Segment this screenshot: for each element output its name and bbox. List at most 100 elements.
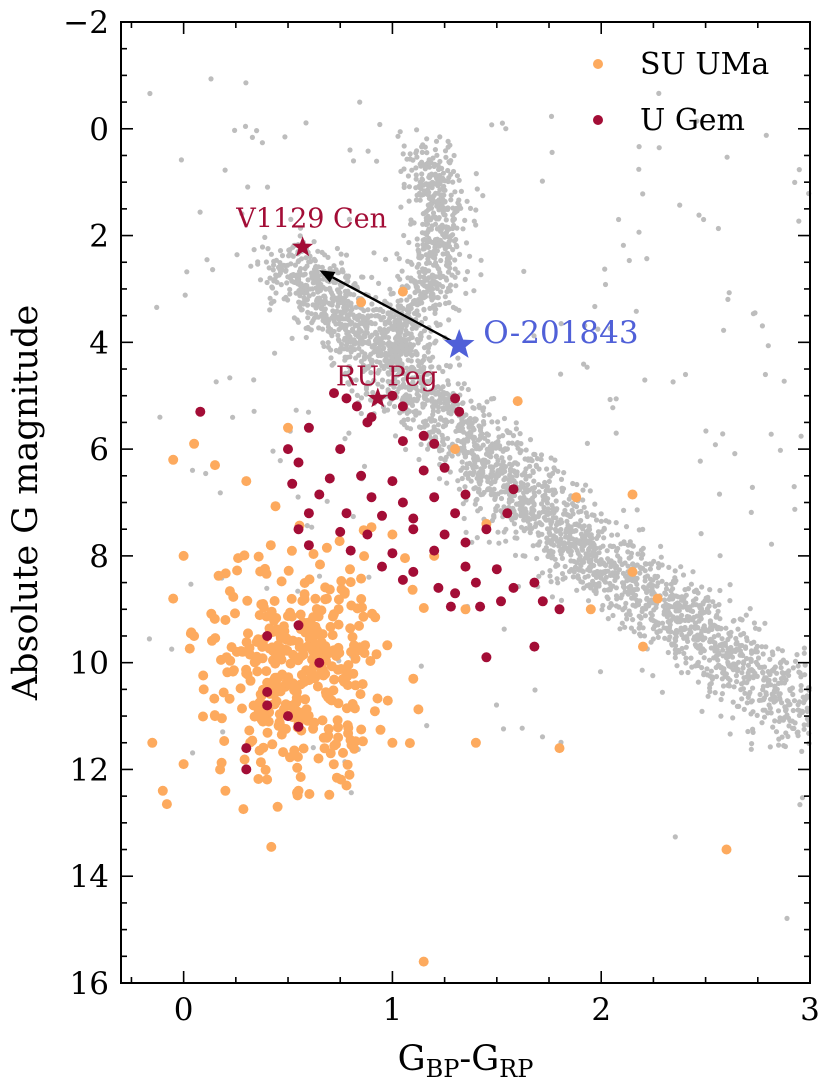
su-uma-point xyxy=(186,627,197,638)
u-gem-point xyxy=(293,721,304,732)
field-star-point xyxy=(680,572,687,578)
field-star-point xyxy=(507,472,513,478)
field-star-point xyxy=(432,310,438,316)
su-uma-point xyxy=(345,577,356,588)
field-star-point xyxy=(754,649,760,655)
u-gem-point xyxy=(195,406,206,417)
field-star-point xyxy=(433,338,439,344)
field-star-point xyxy=(515,445,521,451)
field-star-point xyxy=(421,283,427,289)
field-star-point xyxy=(513,420,519,426)
su-uma-point xyxy=(369,706,380,717)
field-star-point xyxy=(469,539,475,545)
field-star-point xyxy=(727,651,733,657)
field-star-point xyxy=(737,643,743,649)
field-star-point xyxy=(424,276,430,282)
field-star-point xyxy=(452,189,458,195)
field-star-point xyxy=(581,361,587,367)
field-star-point xyxy=(588,583,595,589)
field-star-point xyxy=(342,370,349,376)
field-star-point xyxy=(590,578,596,584)
su-uma-point xyxy=(308,549,319,559)
field-star-point xyxy=(548,455,554,461)
field-star-point xyxy=(455,381,461,387)
field-star-point xyxy=(419,159,425,165)
field-star-point xyxy=(533,463,540,470)
field-star-point xyxy=(759,664,765,670)
field-star-point xyxy=(748,640,755,646)
field-star-point xyxy=(447,364,453,370)
field-star-point xyxy=(442,457,448,463)
su-uma-point xyxy=(292,762,303,773)
field-star-point xyxy=(766,702,772,708)
su-uma-point xyxy=(333,642,344,653)
field-star-point xyxy=(435,265,441,272)
y-tick-label: 0 xyxy=(89,112,109,148)
su-uma-point xyxy=(336,774,346,785)
field-star-point xyxy=(433,138,440,144)
field-star-point xyxy=(417,197,423,203)
field-star-point xyxy=(607,396,613,403)
field-star-point xyxy=(587,533,593,539)
field-star-point xyxy=(450,179,456,185)
y-tick-label: 8 xyxy=(89,539,109,575)
su-uma-point xyxy=(220,568,231,579)
field-star-point xyxy=(450,247,456,253)
field-star-point xyxy=(464,198,470,204)
field-star-point xyxy=(718,665,724,671)
field-star-point xyxy=(341,337,347,343)
field-star-point xyxy=(724,154,730,160)
field-star-point xyxy=(435,295,441,301)
field-star-point xyxy=(525,515,531,521)
field-star-point xyxy=(567,533,573,539)
field-star-point xyxy=(644,595,650,602)
field-star-point xyxy=(748,711,754,717)
su-uma-point xyxy=(270,658,281,669)
u-gem-point xyxy=(329,388,339,399)
field-star-point xyxy=(269,284,275,290)
field-star-point xyxy=(330,308,336,314)
field-star-point xyxy=(649,612,655,618)
u-gem-point xyxy=(439,462,450,473)
field-star-point xyxy=(695,679,702,685)
su-uma-point xyxy=(266,841,277,852)
field-star-point xyxy=(477,436,483,442)
field-star-point xyxy=(804,695,810,701)
u-gem-point xyxy=(429,545,440,556)
field-star-point xyxy=(440,435,446,442)
field-star-point xyxy=(493,462,499,468)
field-star-point xyxy=(782,743,789,750)
field-star-point xyxy=(763,690,769,696)
field-star-point xyxy=(689,664,695,670)
field-star-point xyxy=(553,515,559,521)
field-star-point xyxy=(521,268,527,274)
field-star-point xyxy=(610,570,616,576)
su-uma-point xyxy=(272,650,282,661)
field-star-point xyxy=(356,345,362,351)
field-star-point xyxy=(699,584,705,590)
su-uma-point xyxy=(292,706,303,717)
su-uma-point xyxy=(261,568,272,579)
u-gem-point xyxy=(408,566,419,577)
su-uma-point xyxy=(333,594,344,605)
field-star-point xyxy=(530,469,536,475)
field-star-point xyxy=(718,713,724,719)
field-star-point xyxy=(352,322,358,328)
field-star-point xyxy=(802,672,808,678)
field-star-point xyxy=(376,313,382,319)
field-star-point xyxy=(376,367,382,373)
su-uma-point xyxy=(329,674,340,685)
field-star-point xyxy=(315,288,321,294)
field-star-point xyxy=(348,308,354,314)
su-uma-point xyxy=(254,745,265,756)
field-star-point xyxy=(710,599,716,605)
field-star-point xyxy=(498,466,504,472)
field-star-point xyxy=(424,379,430,385)
su-uma-point xyxy=(301,627,312,638)
field-star-point xyxy=(454,225,460,231)
field-star-point xyxy=(429,272,435,278)
u-gem-point xyxy=(314,657,325,668)
field-star-point xyxy=(473,417,479,423)
field-star-point xyxy=(396,256,402,262)
field-star-point xyxy=(510,505,516,511)
